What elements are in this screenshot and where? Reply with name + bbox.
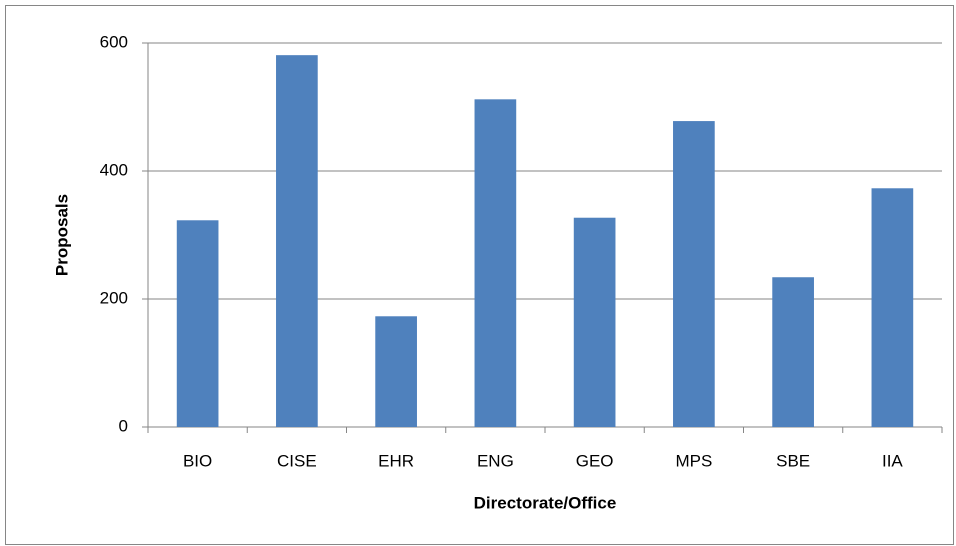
x-tick-label: EHR xyxy=(378,451,414,470)
x-tick-label: SBE xyxy=(776,451,810,470)
y-tick-label: 200 xyxy=(100,288,128,307)
x-tick-label: GEO xyxy=(576,451,614,470)
y-axis-label: Proposals xyxy=(52,194,71,276)
x-tick-label: IIA xyxy=(882,451,903,470)
x-tick-label: CISE xyxy=(277,451,317,470)
y-tick-label: 600 xyxy=(100,32,128,51)
x-tick-label: ENG xyxy=(477,451,514,470)
bar xyxy=(871,188,914,427)
y-tick-label: 400 xyxy=(100,160,128,179)
x-tick-label: BIO xyxy=(183,451,212,470)
bar xyxy=(573,217,616,427)
bar xyxy=(673,121,715,427)
x-tick-label: MPS xyxy=(675,451,712,470)
y-tick-label: 0 xyxy=(119,416,128,435)
x-axis-label: Directorate/Office xyxy=(474,493,617,512)
bar xyxy=(375,316,417,427)
bar xyxy=(772,277,814,427)
bar xyxy=(276,55,318,427)
bar xyxy=(176,220,219,427)
bar xyxy=(474,99,517,427)
